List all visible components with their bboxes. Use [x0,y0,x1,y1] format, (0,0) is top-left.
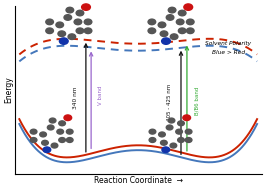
Circle shape [43,147,51,153]
Text: 340 nm: 340 nm [73,86,78,108]
Circle shape [162,38,171,44]
Circle shape [149,138,156,143]
Circle shape [161,140,167,145]
Circle shape [148,28,156,34]
Circle shape [66,129,73,134]
Circle shape [176,19,184,25]
Text: Blue > Red: Blue > Red [212,50,245,55]
Circle shape [84,28,92,34]
X-axis label: Reaction Coordinate  →: Reaction Coordinate → [94,176,183,185]
Circle shape [46,19,53,25]
Circle shape [178,28,186,34]
Circle shape [82,4,90,10]
Circle shape [42,140,48,145]
Text: 405 - 425 nm: 405 - 425 nm [167,84,172,121]
Circle shape [185,129,192,134]
Circle shape [57,129,64,134]
Circle shape [40,132,46,137]
Circle shape [166,125,173,130]
Circle shape [170,34,178,40]
Circle shape [183,115,190,121]
Circle shape [178,121,184,126]
Circle shape [51,143,58,148]
Circle shape [166,15,174,20]
Circle shape [46,28,53,34]
Circle shape [186,28,194,34]
Y-axis label: Energy: Energy [4,77,13,103]
Circle shape [56,22,64,28]
Circle shape [186,19,194,25]
Text: Solvent Polarity: Solvent Polarity [205,42,252,46]
Circle shape [162,147,170,153]
Circle shape [149,129,156,134]
Circle shape [47,125,54,130]
Text: V band: V band [98,86,103,105]
Circle shape [49,118,56,123]
Text: B/B6 band: B/B6 band [194,87,200,115]
Circle shape [158,22,166,28]
Circle shape [66,138,73,143]
Circle shape [84,19,92,25]
Circle shape [59,38,68,44]
Circle shape [185,138,192,143]
Circle shape [59,121,65,126]
Circle shape [76,10,84,16]
Circle shape [76,28,84,34]
Circle shape [148,19,156,25]
Circle shape [30,138,37,143]
Circle shape [68,34,76,40]
Circle shape [159,132,165,137]
Circle shape [176,129,182,134]
Circle shape [178,138,184,143]
Circle shape [178,10,186,16]
Circle shape [160,31,168,36]
Circle shape [168,118,175,123]
Circle shape [66,7,74,13]
Circle shape [64,15,72,20]
Circle shape [170,143,177,148]
Circle shape [168,7,176,13]
Circle shape [30,129,37,134]
Circle shape [59,138,65,143]
Circle shape [58,31,65,36]
Circle shape [184,4,193,10]
Circle shape [64,115,72,121]
Circle shape [74,19,82,25]
